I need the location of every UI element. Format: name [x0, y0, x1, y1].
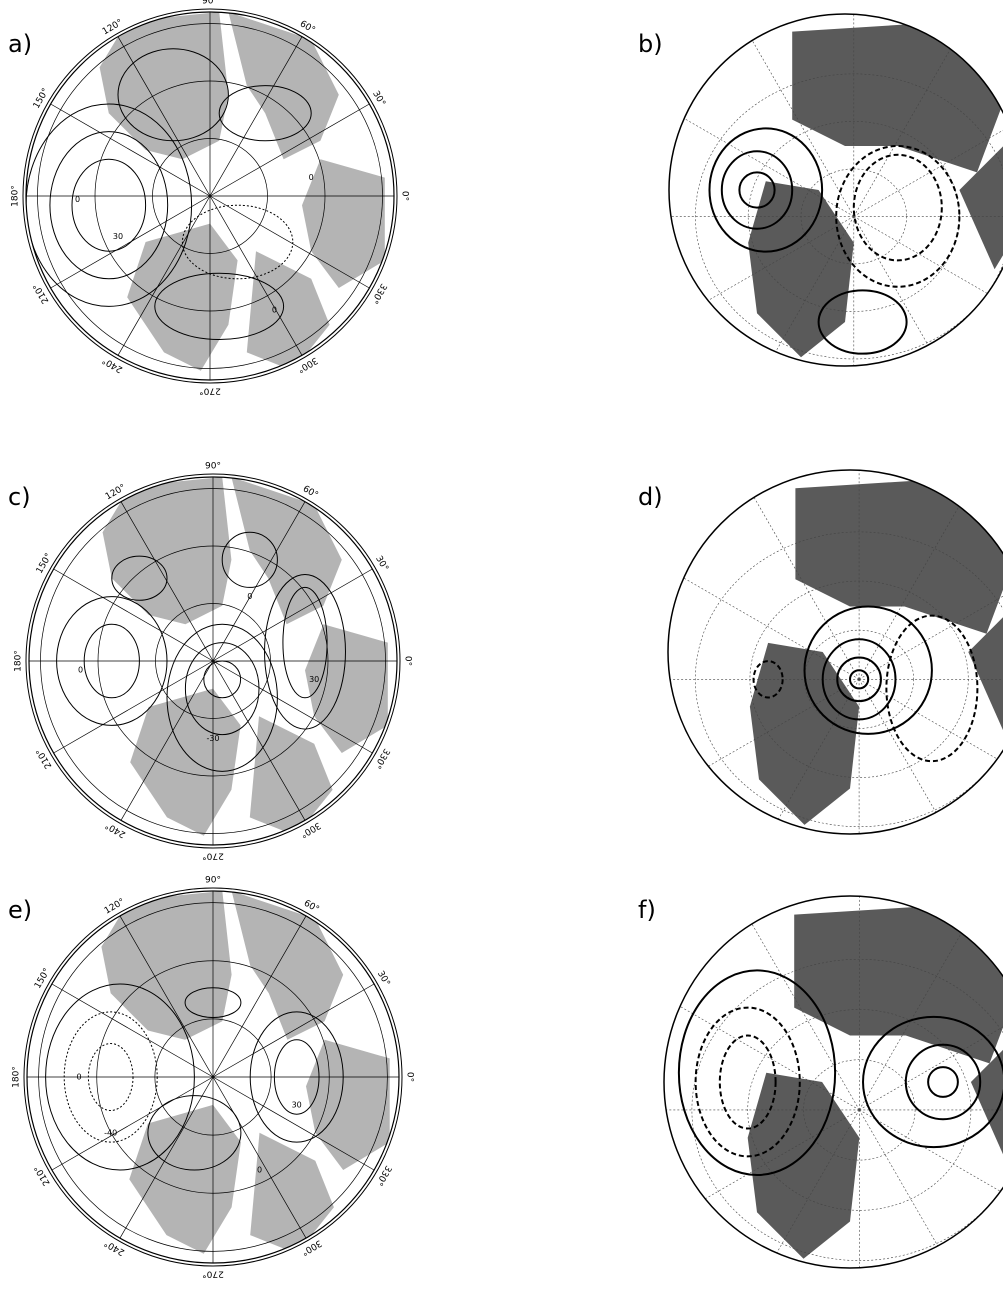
meridian-label: 30°	[373, 554, 390, 573]
land	[250, 716, 333, 836]
contour-label: -40	[104, 1128, 117, 1137]
panel-label: f)	[638, 896, 656, 924]
land	[103, 477, 232, 624]
meridian-label: 30°	[375, 969, 392, 988]
land	[250, 1133, 334, 1254]
meridian-label: 180°	[11, 185, 21, 207]
contour-label: 0	[77, 1073, 82, 1082]
land	[794, 905, 1003, 1063]
contour-label: 0	[75, 195, 80, 204]
figure: a)90°60°30°0°330°300°270°240°210°180°150…	[0, 0, 1003, 1298]
panel-label: b)	[638, 30, 663, 58]
map-body	[27, 891, 399, 1263]
map-body	[26, 12, 394, 380]
contour-label: 30	[113, 232, 123, 241]
meridian-label: 0°	[400, 191, 410, 201]
map-panel: e)90°60°30°0°330°300°270°240°210°180°150…	[8, 876, 415, 1279]
land	[792, 23, 1003, 173]
land	[302, 159, 385, 288]
meridian-label: 270°	[199, 386, 221, 396]
meridian-label: 0°	[403, 656, 413, 666]
map-body	[625, 0, 1003, 445]
map-body	[29, 477, 397, 845]
land	[795, 479, 1003, 634]
contour-label: 0	[257, 1166, 262, 1175]
land	[247, 251, 330, 371]
contour	[854, 155, 942, 261]
contour	[906, 1045, 980, 1119]
panel-label: d)	[638, 483, 663, 511]
meridian-label: 60°	[301, 484, 320, 501]
meridian-label: 90°	[202, 0, 218, 7]
meridian-label: 90°	[205, 876, 221, 886]
contour-label: 0	[272, 306, 277, 315]
meridian-label: 30°	[370, 89, 387, 108]
meridian-label: 60°	[302, 899, 321, 916]
meridian-label: 90°	[205, 462, 221, 472]
land	[129, 1105, 241, 1254]
panel-label: c)	[8, 483, 31, 511]
contour	[886, 616, 977, 762]
contour-label: 0	[309, 173, 314, 182]
meridian-label: 60°	[298, 19, 317, 36]
meridian-line	[854, 216, 968, 414]
map-panel: d)	[623, 443, 1003, 916]
meridian-line	[859, 1110, 980, 1298]
meridian-label: 180°	[14, 650, 24, 672]
map-panel: f)	[618, 868, 1003, 1298]
land	[748, 181, 854, 357]
map-body	[623, 443, 1003, 916]
land	[228, 12, 338, 159]
land	[231, 477, 341, 624]
contour-label: -30	[206, 734, 219, 743]
map-panel: a)90°60°30°0°330°300°270°240°210°180°150…	[8, 0, 410, 396]
land	[748, 1073, 860, 1259]
meridian-label: 0°	[405, 1072, 415, 1082]
panel-label: a)	[8, 30, 32, 58]
land	[232, 891, 344, 1040]
map-body	[618, 868, 1003, 1298]
meridian-line	[859, 679, 1003, 797]
land	[306, 1040, 390, 1170]
contour-label: 0	[78, 666, 83, 675]
meridian-label: 270°	[202, 851, 224, 861]
meridian-label: 180°	[12, 1066, 22, 1088]
map-panel: b)	[625, 0, 1003, 445]
map-panel: c)90°60°30°0°330°300°270°240°210°180°150…	[8, 462, 413, 861]
panel-label: e)	[8, 896, 32, 924]
meridian-label: 270°	[202, 1269, 224, 1279]
contour	[72, 159, 146, 251]
contour-label: 30	[292, 1100, 302, 1109]
contour-label: 0	[247, 592, 252, 601]
contour-label: 30	[309, 675, 319, 684]
contour	[928, 1067, 958, 1097]
